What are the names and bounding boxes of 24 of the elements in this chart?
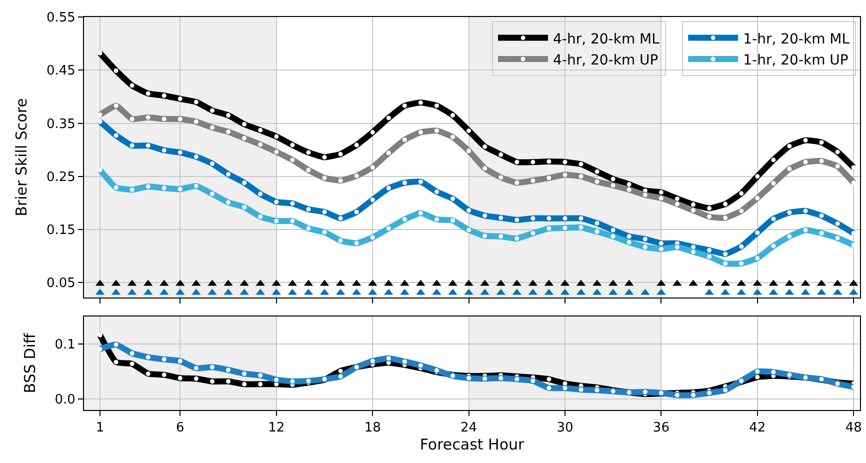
- y-tick-label: 0.35: [46, 116, 76, 132]
- x-tick-label: 24: [460, 420, 478, 436]
- y-tick-label: 0.1: [54, 338, 76, 353]
- x-tick-label: 48: [845, 420, 862, 436]
- legend-label: 4-hr, 20-km UP: [553, 52, 658, 68]
- x-tick-label: 12: [268, 420, 285, 436]
- y-tick-label: 0.0: [54, 392, 76, 408]
- legend-label: 1-hr, 20-km UP: [743, 52, 848, 68]
- x-tick-label: 6: [176, 420, 184, 436]
- y-tick-label: 0.05: [46, 276, 76, 292]
- y-tick-label: 0.25: [46, 170, 76, 185]
- legend-label: 4-hr, 20-km ML: [553, 31, 660, 48]
- x-tick-label: 42: [749, 420, 766, 436]
- y-axis-title: Brier Skill Score: [12, 98, 31, 216]
- y-tick-label: 0.55: [46, 10, 76, 26]
- y-axis-title: BSS Diff: [20, 332, 39, 394]
- x-tick-label: 18: [364, 420, 381, 436]
- x-tick-label: 1: [96, 420, 104, 436]
- x-tick-label: 30: [556, 420, 574, 436]
- x-axis-title: Forecast Hour: [420, 436, 526, 454]
- x-tick-label: 36: [652, 420, 670, 436]
- y-tick-label: 0.45: [46, 64, 76, 79]
- y-tick-label: 0.15: [46, 223, 76, 238]
- legend-label: 1-hr, 20-km ML: [743, 31, 850, 48]
